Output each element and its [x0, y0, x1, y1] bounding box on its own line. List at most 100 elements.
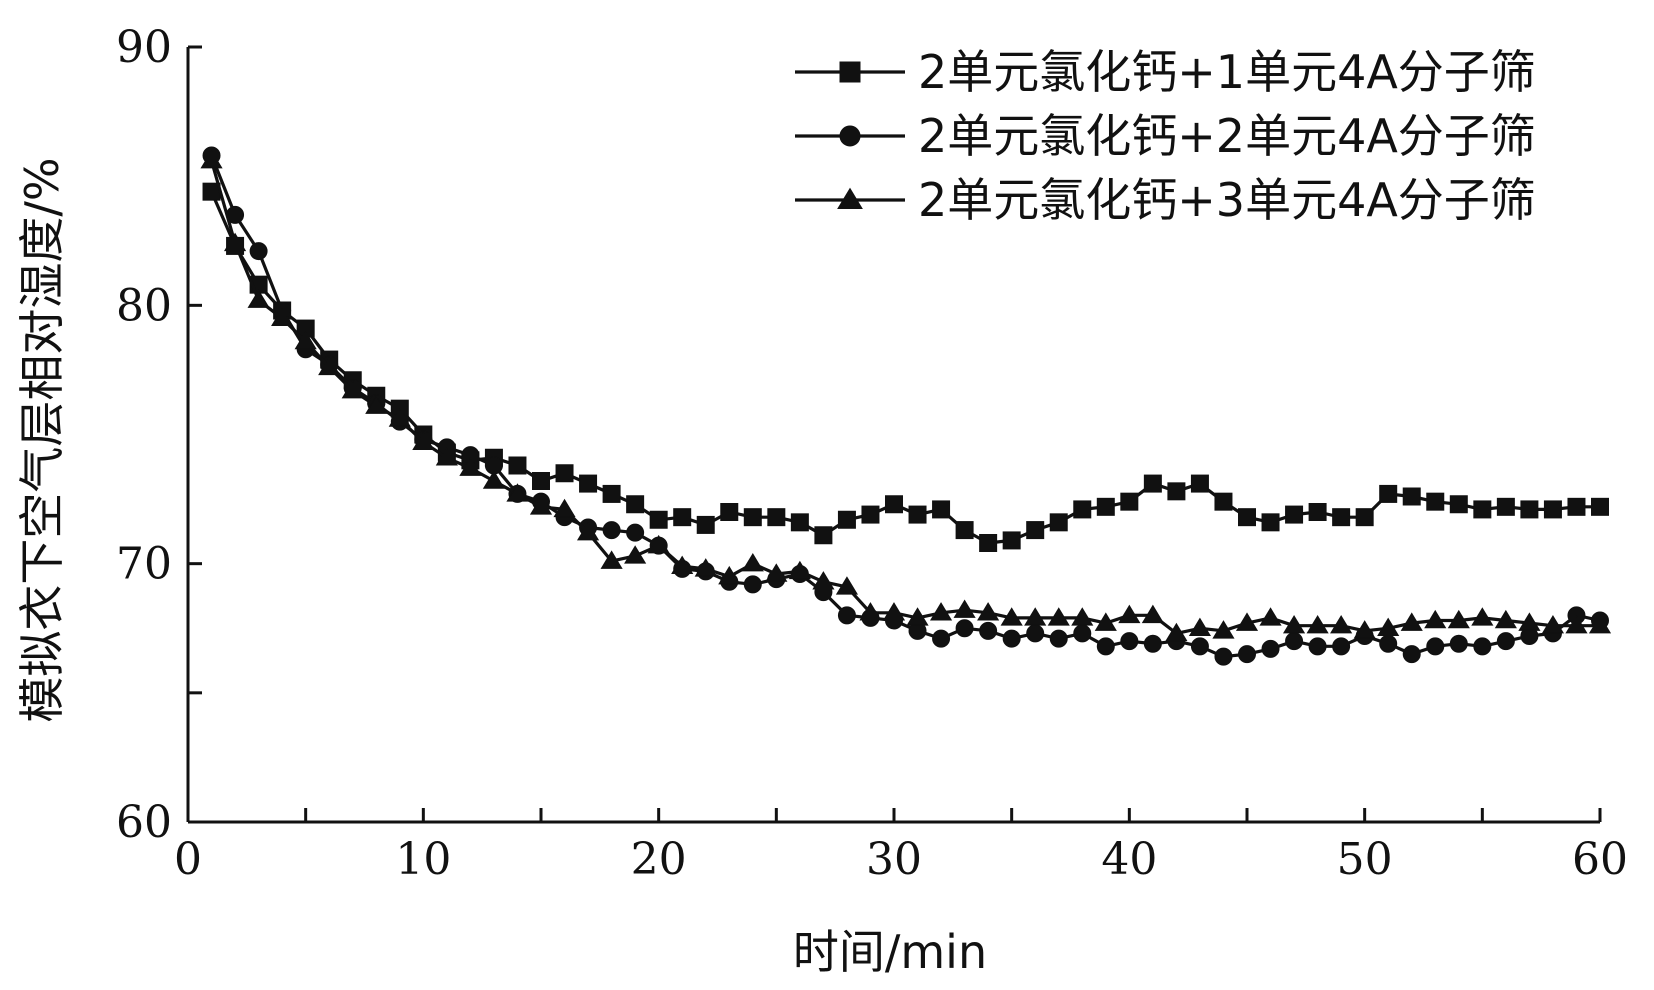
- data-point-square: [1473, 500, 1492, 519]
- data-point-triangle: [1541, 615, 1565, 634]
- data-point-square: [1543, 500, 1562, 519]
- data-point-triangle: [671, 555, 694, 575]
- legend-item: 2单元氯化钙+1单元4A分子筛: [795, 45, 1536, 99]
- data-point-square: [1332, 508, 1351, 527]
- x-tick-label: 10: [395, 834, 451, 885]
- data-point-square: [508, 456, 527, 475]
- data-point-square: [1496, 497, 1515, 516]
- data-point-square: [790, 513, 809, 532]
- data-point-triangle: [953, 599, 976, 618]
- data-point-circle: [1073, 624, 1092, 643]
- series-line: [209, 160, 1600, 635]
- data-point-triangle: [388, 408, 411, 427]
- data-point-triangle: [529, 496, 553, 515]
- series-line: [210, 154, 1601, 659]
- data-point-circle: [626, 523, 645, 542]
- data-point-circle: [1332, 637, 1351, 656]
- data-point-triangle: [624, 545, 647, 564]
- legend-marker-square: [839, 61, 861, 83]
- data-point-triangle: [1259, 607, 1282, 626]
- data-point-triangle: [1235, 612, 1259, 631]
- data-point-triangle: [1282, 615, 1306, 634]
- x-ticks: 0 10 20 30 40 50 60: [174, 808, 1628, 885]
- data-point-circle: [1379, 634, 1398, 653]
- data-point-square: [837, 510, 856, 529]
- data-point-triangle: [1565, 615, 1588, 634]
- data-point-triangle: [271, 307, 294, 327]
- data-point-square: [696, 515, 715, 534]
- data-point-triangle: [412, 431, 435, 451]
- data-point-triangle: [1118, 604, 1141, 624]
- data-point-triangle: [1471, 607, 1494, 626]
- x-tick-label: 40: [1101, 834, 1157, 885]
- data-point-circle: [837, 606, 856, 625]
- data-point-triangle: [812, 571, 835, 590]
- data-point-triangle: [765, 563, 788, 582]
- data-point-circle: [1190, 637, 1209, 656]
- data-point-circle: [1214, 647, 1233, 666]
- data-point-triangle: [859, 602, 882, 621]
- data-point-triangle: [576, 522, 600, 541]
- x-tick-label: 0: [174, 834, 202, 885]
- data-point-circle: [932, 629, 951, 648]
- data-point-triangle: [1188, 617, 1212, 637]
- data-point-square: [932, 500, 951, 519]
- x-tick-label: 30: [866, 834, 922, 885]
- data-point-circle: [1308, 637, 1327, 656]
- data-point-triangle: [1000, 607, 1023, 626]
- data-point-triangle: [741, 553, 764, 572]
- data-point-triangle: [1071, 607, 1094, 626]
- data-point-triangle: [223, 232, 247, 252]
- data-point-square: [955, 521, 974, 540]
- data-point-square: [908, 505, 927, 524]
- y-tick-label: 60: [116, 797, 172, 848]
- data-point-square: [1520, 500, 1539, 519]
- data-point-triangle: [294, 330, 317, 350]
- data-point-circle: [1026, 624, 1045, 643]
- data-point-square: [1143, 474, 1162, 493]
- data-point-square: [626, 495, 645, 514]
- data-point-triangle: [482, 470, 506, 489]
- x-tick-label: 20: [631, 834, 687, 885]
- data-point-circle: [1496, 632, 1515, 651]
- data-point-square: [1073, 500, 1092, 519]
- series-1: [202, 182, 1609, 552]
- data-point-circle: [1002, 629, 1021, 648]
- data-point-triangle: [647, 534, 670, 554]
- data-point-square: [1120, 492, 1139, 511]
- data-point-triangle: [1400, 612, 1423, 631]
- data-point-triangle: [553, 498, 576, 518]
- data-point-triangle: [1588, 615, 1612, 634]
- data-point-square: [1308, 503, 1327, 521]
- data-point-triangle: [365, 395, 388, 414]
- legend-marker-triangle: [837, 187, 863, 210]
- data-point-circle: [1049, 629, 1068, 648]
- data-point-triangle: [694, 558, 717, 577]
- data-point-square: [979, 534, 998, 552]
- legend: 2单元氯化钙+1单元4A分子筛 2单元氯化钙+2单元4A分子筛 2单元氯化钙+3单元…: [795, 45, 1536, 227]
- data-point-circle: [602, 521, 621, 540]
- data-point-square: [1190, 474, 1209, 493]
- legend-label: 2单元氯化钙+3单元4A分子筛: [918, 173, 1536, 227]
- data-point-square: [767, 508, 786, 527]
- data-point-triangle: [882, 602, 906, 621]
- y-ticks: 60 70 80 90: [116, 22, 202, 848]
- data-point-triangle: [1424, 609, 1447, 629]
- data-point-circle: [1473, 637, 1492, 656]
- plot-area: 60 70 80 90 0 10 20 30 40 50 60: [116, 22, 1628, 885]
- data-point-triangle: [906, 607, 929, 626]
- data-point-square: [1591, 497, 1609, 516]
- data-point-circle: [1285, 632, 1304, 651]
- data-point-square: [555, 464, 574, 483]
- data-point-triangle: [1047, 607, 1070, 626]
- data-point-circle: [1096, 637, 1115, 656]
- data-point-circle: [1143, 634, 1162, 653]
- series-layer: [200, 146, 1612, 666]
- data-point-square: [720, 503, 739, 521]
- data-point-triangle: [1518, 612, 1541, 631]
- data-point-square: [1167, 482, 1186, 501]
- legend-item: 2单元氯化钙+3单元4A分子筛: [795, 173, 1536, 227]
- data-point-triangle: [1094, 612, 1117, 631]
- data-point-square: [1238, 508, 1256, 527]
